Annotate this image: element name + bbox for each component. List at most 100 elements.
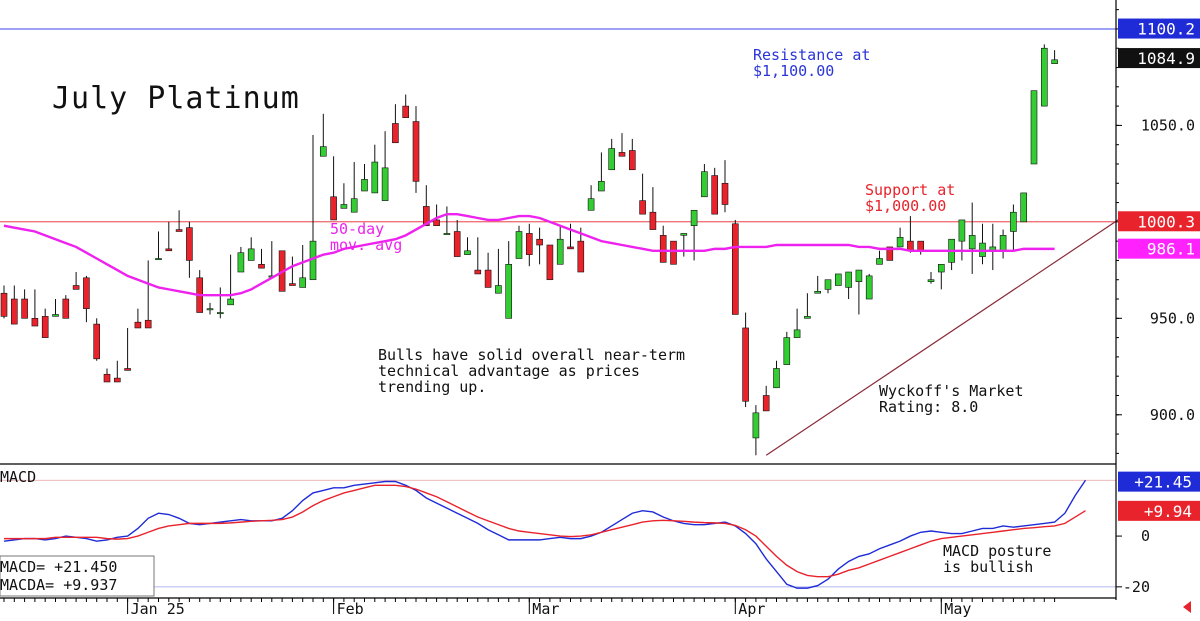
- rating-annotation-line: Wyckoff's Market: [879, 382, 1024, 400]
- candle: [217, 287, 224, 319]
- candle-body: [0, 292, 8, 317]
- candle-body: [144, 319, 152, 329]
- candle: [752, 405, 760, 456]
- candle: [52, 299, 59, 317]
- macd-tag-label: +9.94: [1144, 502, 1192, 521]
- macd-tag: +21.45: [1118, 471, 1200, 492]
- macd-readout-box: [0, 555, 155, 597]
- candle: [948, 238, 955, 271]
- candle-body: [464, 250, 471, 255]
- candle: [968, 202, 976, 274]
- candle-body: [639, 200, 646, 215]
- candle-body: [1041, 47, 1048, 107]
- candle-body: [855, 269, 863, 282]
- candle-body: [721, 182, 729, 205]
- candle-body: [206, 308, 214, 311]
- candle: [896, 227, 904, 248]
- candle-body: [567, 246, 574, 250]
- candle: [783, 331, 791, 365]
- commentary-annotation-line: trending up.: [378, 378, 486, 396]
- candle: [392, 104, 399, 144]
- moving-average-line: [3, 212, 1055, 297]
- price-tag-label: 1000.3: [1137, 212, 1195, 231]
- candle-body: [319, 146, 327, 157]
- candle: [350, 162, 358, 213]
- candle-body: [453, 231, 461, 257]
- candle: [731, 219, 739, 315]
- macd-tag-box: [1118, 500, 1200, 521]
- candle-body: [258, 263, 265, 269]
- candle: [1041, 44, 1048, 107]
- candle-body: [834, 273, 842, 286]
- price-tag: 1084.9: [1118, 48, 1200, 69]
- candle-body: [865, 275, 873, 300]
- price-tag: 1100.2: [1118, 18, 1200, 39]
- candle-body: [381, 167, 389, 201]
- candle-body: [289, 283, 296, 286]
- candle: [546, 244, 554, 281]
- candle: [186, 221, 193, 278]
- commentary-annotation-line: Bulls have solid overall near-term: [378, 346, 685, 364]
- candle: [371, 144, 379, 194]
- candle: [927, 272, 935, 284]
- price-tag-box: [1118, 238, 1200, 259]
- moving-average-annotation-line: mov. avg: [330, 236, 402, 254]
- price-tag: 1000.3: [1118, 211, 1200, 232]
- macd-tick-label: 0: [1141, 527, 1150, 545]
- candle: [690, 209, 698, 261]
- candle-body: [598, 181, 605, 192]
- candle-body: [628, 150, 636, 171]
- candle-body: [83, 277, 90, 309]
- candle: [11, 285, 18, 325]
- candle-body: [968, 235, 976, 250]
- candle: [525, 223, 533, 267]
- candle-body: [186, 227, 193, 261]
- candle-body: [495, 285, 502, 294]
- candle-body: [484, 269, 492, 288]
- candle-body: [886, 246, 894, 261]
- price-tick-label: 900.0: [1150, 406, 1195, 424]
- macd-tag-label: +21.45: [1134, 473, 1192, 492]
- moving-average-annotation-line: 50-day: [330, 220, 384, 238]
- candle: [114, 360, 121, 383]
- candle: [330, 156, 337, 221]
- candle: [196, 270, 203, 313]
- candle: [639, 173, 646, 215]
- candle: [567, 223, 574, 250]
- scroll-left-icon[interactable]: [1183, 601, 1191, 613]
- labels: 1100.2 1084.9 1000.3 986.1 July Platinum Resi…: [52, 18, 1200, 416]
- candle: [680, 233, 688, 257]
- candle-body: [927, 279, 935, 282]
- candle-body: [773, 368, 780, 389]
- candle: [556, 225, 564, 265]
- candle: [577, 227, 585, 273]
- candle: [474, 237, 482, 275]
- candle-body: [474, 269, 482, 275]
- date-label: Feb: [337, 600, 364, 617]
- date-label: May: [944, 600, 971, 617]
- macd-signal-line: [4, 484, 1086, 578]
- candle-body: [670, 240, 677, 265]
- macd-line: [3, 479, 1087, 589]
- candle: [144, 260, 152, 329]
- candle: [834, 273, 842, 286]
- candle: [155, 231, 162, 261]
- candle: [422, 185, 430, 227]
- candle: [237, 246, 245, 273]
- candle: [175, 210, 183, 232]
- candle: [937, 263, 945, 290]
- candle-body: [937, 263, 945, 273]
- rating-annotation-line: Rating: 8.0: [879, 398, 978, 416]
- candle-body: [72, 285, 80, 290]
- candle: [319, 113, 327, 157]
- candle: [598, 152, 605, 192]
- candle-body: [536, 238, 543, 246]
- candle-body: [443, 233, 451, 235]
- candle: [536, 227, 543, 265]
- candle-body: [52, 314, 59, 317]
- candle: [814, 275, 822, 294]
- candle-body: [412, 121, 420, 182]
- candle-body: [711, 175, 719, 215]
- candle: [649, 187, 657, 230]
- candle-body: [1030, 90, 1038, 165]
